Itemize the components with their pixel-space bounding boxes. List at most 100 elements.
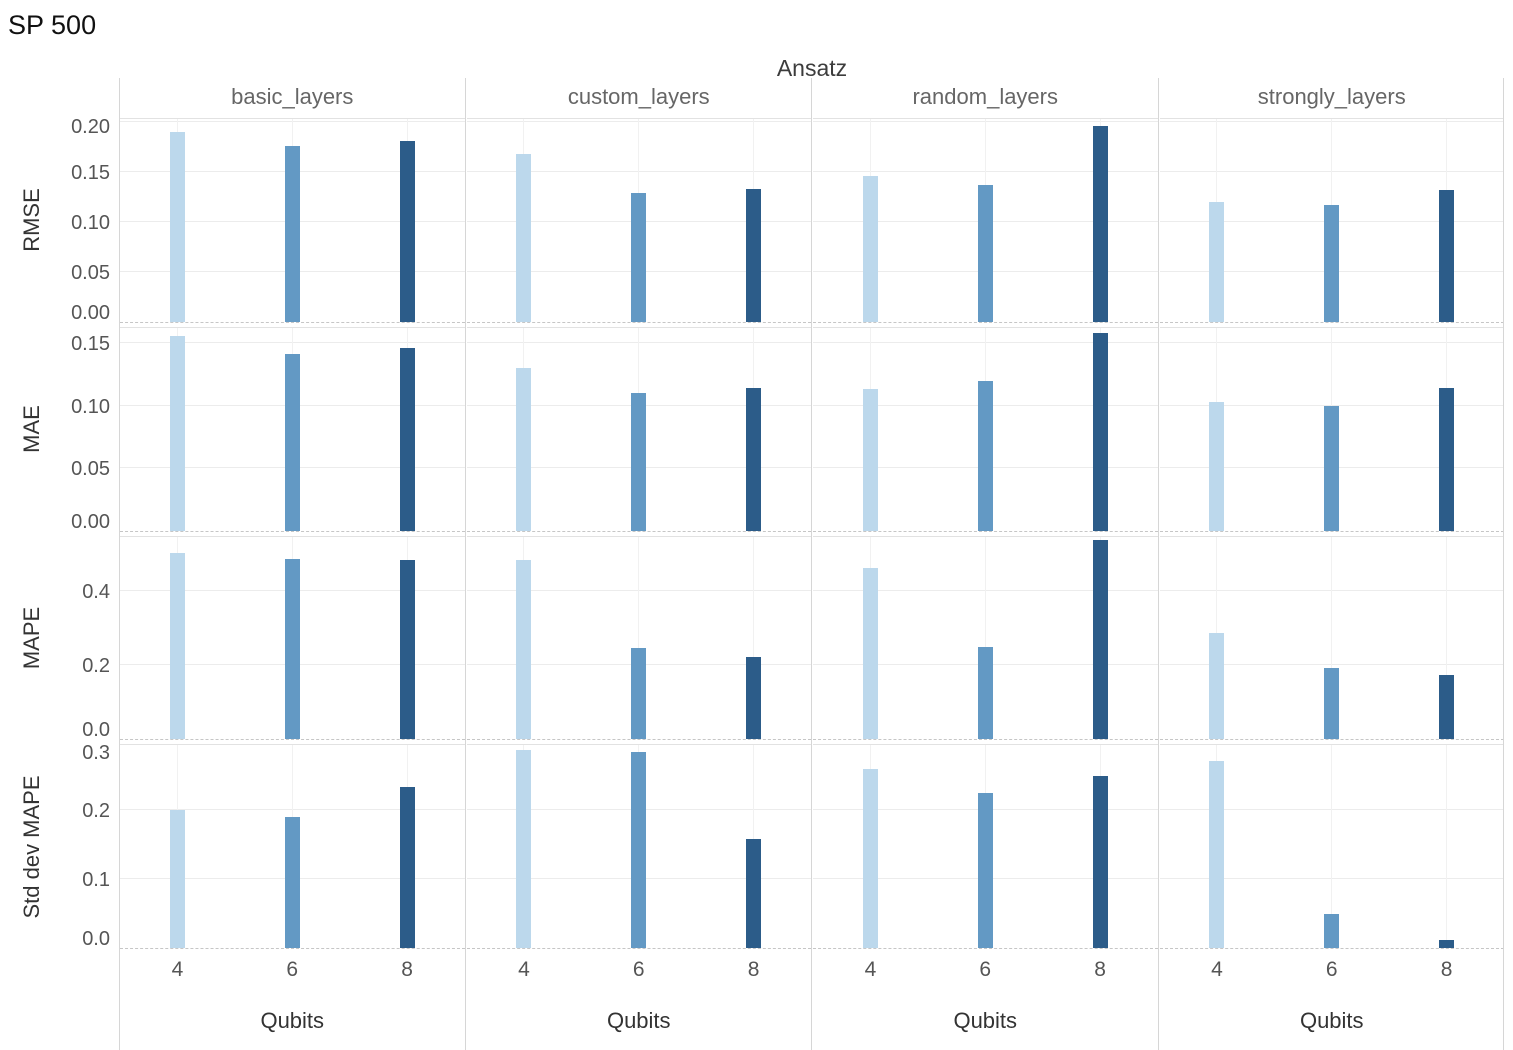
x-tick-label-4: 4 — [518, 958, 530, 981]
facet-separator — [1158, 78, 1159, 1050]
bar-strongly_layers-qubits-4 — [1209, 760, 1225, 948]
facet-title-strongly-layers: strongly_layers — [1257, 84, 1406, 109]
y-tick-label-0.15: 0.15 — [71, 161, 110, 184]
v-gridline — [638, 536, 640, 740]
y-tick-label-0.1: 0.1 — [82, 869, 110, 892]
bar-strongly_layers-qubits-8 — [1439, 189, 1455, 322]
facet-cell-std-dev-mape-custom_layers — [466, 744, 811, 949]
x-tick-label-8: 8 — [401, 958, 413, 981]
y-tick-label-0.05: 0.05 — [71, 458, 110, 481]
facet-cell-rmse-custom_layers — [466, 118, 811, 323]
bar-random_layers-qubits-8 — [1092, 126, 1108, 322]
facet-cell-rmse-basic_layers — [120, 118, 465, 323]
bar-custom_layers-qubits-6 — [631, 752, 647, 948]
bar-random_layers-qubits-8 — [1092, 540, 1108, 740]
bar-basic_layers-qubits-6 — [284, 354, 300, 531]
bar-random_layers-qubits-4 — [862, 175, 878, 322]
facet-cell-mae-random_layers — [813, 326, 1158, 532]
bar-random_layers-qubits-6 — [977, 380, 993, 531]
bar-basic_layers-qubits-8 — [399, 559, 415, 740]
facet-title-random-layers: random_layers — [912, 84, 1058, 109]
bar-custom_layers-qubits-4 — [516, 750, 532, 948]
bar-random_layers-qubits-4 — [862, 769, 878, 948]
bar-custom_layers-qubits-4 — [516, 153, 532, 322]
bar-strongly_layers-qubits-8 — [1439, 388, 1455, 531]
facet-separator — [119, 78, 120, 1050]
bar-basic_layers-qubits-8 — [399, 786, 415, 948]
bar-strongly_layers-qubits-6 — [1324, 913, 1340, 948]
facet-cell-std-dev-mape-basic_layers — [120, 744, 465, 949]
facet-cell-std-dev-mape-random_layers — [813, 744, 1158, 949]
bar-basic_layers-qubits-4 — [169, 335, 185, 531]
bar-strongly_layers-qubits-4 — [1209, 401, 1225, 531]
y-tick-label-0.2: 0.2 — [82, 800, 110, 823]
bar-custom_layers-qubits-8 — [746, 657, 762, 740]
bar-random_layers-qubits-8 — [1092, 776, 1108, 948]
v-gridline — [1446, 745, 1448, 948]
bar-custom_layers-qubits-6 — [631, 192, 647, 322]
facet-cell-std-dev-mape-strongly_layers — [1159, 744, 1504, 949]
facet-separator — [811, 78, 812, 1050]
facet-cell-mape-random_layers — [813, 535, 1158, 741]
facet-cell-mape-custom_layers — [466, 535, 811, 741]
y-tick-label-0.4: 0.4 — [82, 581, 110, 604]
bar-strongly_layers-qubits-6 — [1324, 405, 1340, 531]
v-gridline — [753, 536, 755, 740]
x-tick-label-4: 4 — [864, 958, 877, 981]
facet-cell-mae-custom_layers — [466, 326, 811, 532]
bar-basic_layers-qubits-8 — [399, 140, 415, 322]
bar-custom_layers-qubits-6 — [631, 647, 647, 740]
bar-basic_layers-qubits-6 — [284, 817, 300, 948]
bar-strongly_layers-qubits-6 — [1324, 204, 1340, 322]
facet-cell-mae-basic_layers — [120, 326, 465, 532]
x-tick-label-6: 6 — [979, 958, 992, 981]
x-tick-label-6: 6 — [286, 958, 299, 981]
bar-custom_layers-qubits-8 — [746, 188, 762, 322]
y-tick-label-0.20: 0.20 — [71, 116, 110, 138]
x-tick-label-8: 8 — [1094, 958, 1106, 981]
bar-custom_layers-qubits-4 — [516, 368, 532, 531]
bar-random_layers-qubits-4 — [862, 389, 878, 531]
x-tick-label-6: 6 — [1325, 958, 1338, 981]
facet-title-basic-layers: basic_layers — [231, 84, 354, 109]
facet-cell-mape-basic_layers — [120, 535, 465, 741]
v-gridline — [1331, 536, 1333, 740]
x-axis-label-qubits: Qubits — [953, 1008, 1018, 1033]
bar-basic_layers-qubits-6 — [284, 145, 300, 322]
bar-strongly_layers-qubits-4 — [1209, 201, 1225, 322]
v-gridline — [1446, 536, 1448, 740]
y-tick-label-0.2: 0.2 — [82, 655, 110, 678]
bar-random_layers-qubits-4 — [862, 567, 878, 740]
x-tick-label-4: 4 — [1211, 958, 1223, 981]
facet-separator — [465, 78, 466, 1050]
y-tick-label-0.00: 0.00 — [71, 301, 110, 324]
bar-basic_layers-qubits-4 — [169, 810, 185, 948]
facet-cell-mape-strongly_layers — [1159, 535, 1504, 741]
v-gridline — [1331, 745, 1333, 948]
x-axis-label-qubits: Qubits — [1299, 1008, 1364, 1033]
figure-title: SP 500 — [8, 10, 97, 40]
x-tick-label-4: 4 — [171, 958, 184, 981]
bar-custom_layers-qubits-6 — [631, 393, 647, 531]
bar-custom_layers-qubits-8 — [746, 839, 762, 948]
y-tick-label-0.0: 0.0 — [82, 928, 110, 950]
bar-random_layers-qubits-6 — [977, 184, 993, 322]
bar-random_layers-qubits-6 — [977, 792, 993, 948]
y-tick-label-0.0: 0.0 — [82, 719, 110, 742]
bar-strongly_layers-qubits-6 — [1324, 668, 1340, 740]
facet-cell-rmse-random_layers — [813, 118, 1158, 323]
x-tick-label-8: 8 — [747, 958, 760, 981]
x-axis-label-qubits: Qubits — [606, 1008, 671, 1033]
bar-basic_layers-qubits-4 — [169, 552, 185, 740]
y-tick-label-0.15: 0.15 — [71, 333, 110, 356]
y-tick-label-0.10: 0.10 — [71, 211, 110, 234]
y-tick-label-0.05: 0.05 — [71, 261, 110, 284]
y-tick-label-0.10: 0.10 — [71, 395, 110, 418]
bar-random_layers-qubits-6 — [977, 647, 993, 740]
bar-strongly_layers-qubits-4 — [1209, 632, 1225, 740]
bar-custom_layers-qubits-4 — [516, 559, 532, 740]
facet-title-custom-layers: custom_layers — [567, 84, 710, 109]
x-tick-label-6: 6 — [632, 958, 645, 981]
v-gridline — [984, 536, 986, 740]
facet-cell-mae-strongly_layers — [1159, 326, 1504, 532]
